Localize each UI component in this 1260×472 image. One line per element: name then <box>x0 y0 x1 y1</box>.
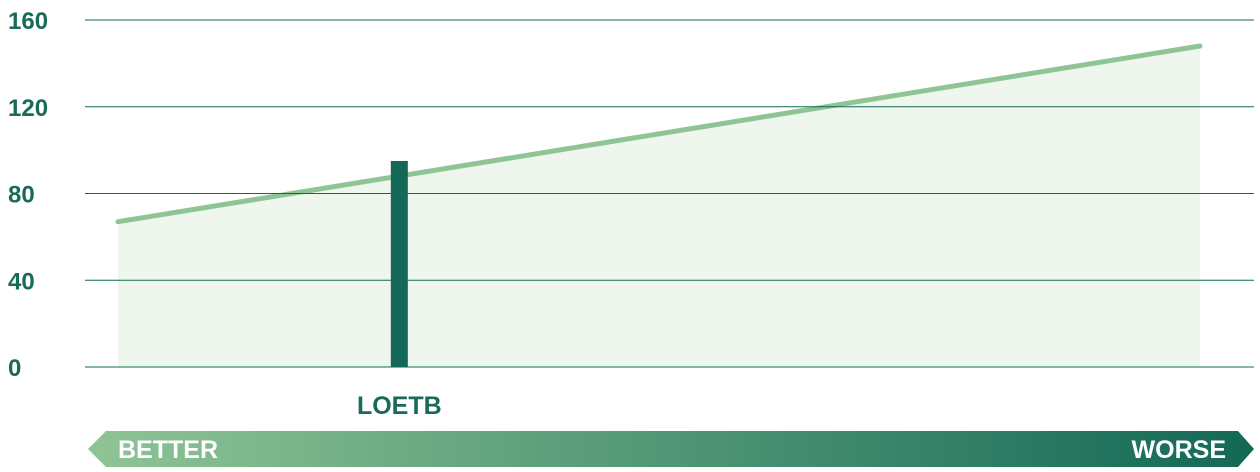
gridlines <box>85 19 1254 368</box>
bar-loetb <box>390 160 408 367</box>
worse-label: WORSE <box>1132 436 1226 464</box>
category-label-loetb: LOETB <box>357 392 442 420</box>
better-worse-arrow: BETTER WORSE <box>88 431 1254 467</box>
reference-trend-line <box>115 43 1203 225</box>
y-tick-label-160: 160 <box>8 8 48 35</box>
y-tick-label-0: 0 <box>8 355 21 382</box>
y-tick-label-120: 120 <box>8 95 48 122</box>
y-tick-label-40: 40 <box>8 268 35 295</box>
better-label: BETTER <box>118 436 218 464</box>
reference-band-layer <box>115 43 1203 368</box>
reference-band-area <box>118 46 1200 368</box>
y-tick-label-80: 80 <box>8 182 35 209</box>
y-axis-ticks: 0 40 80 120 160 <box>8 8 48 382</box>
bars: LOETB <box>357 160 442 420</box>
scale-arrow <box>88 431 1254 467</box>
